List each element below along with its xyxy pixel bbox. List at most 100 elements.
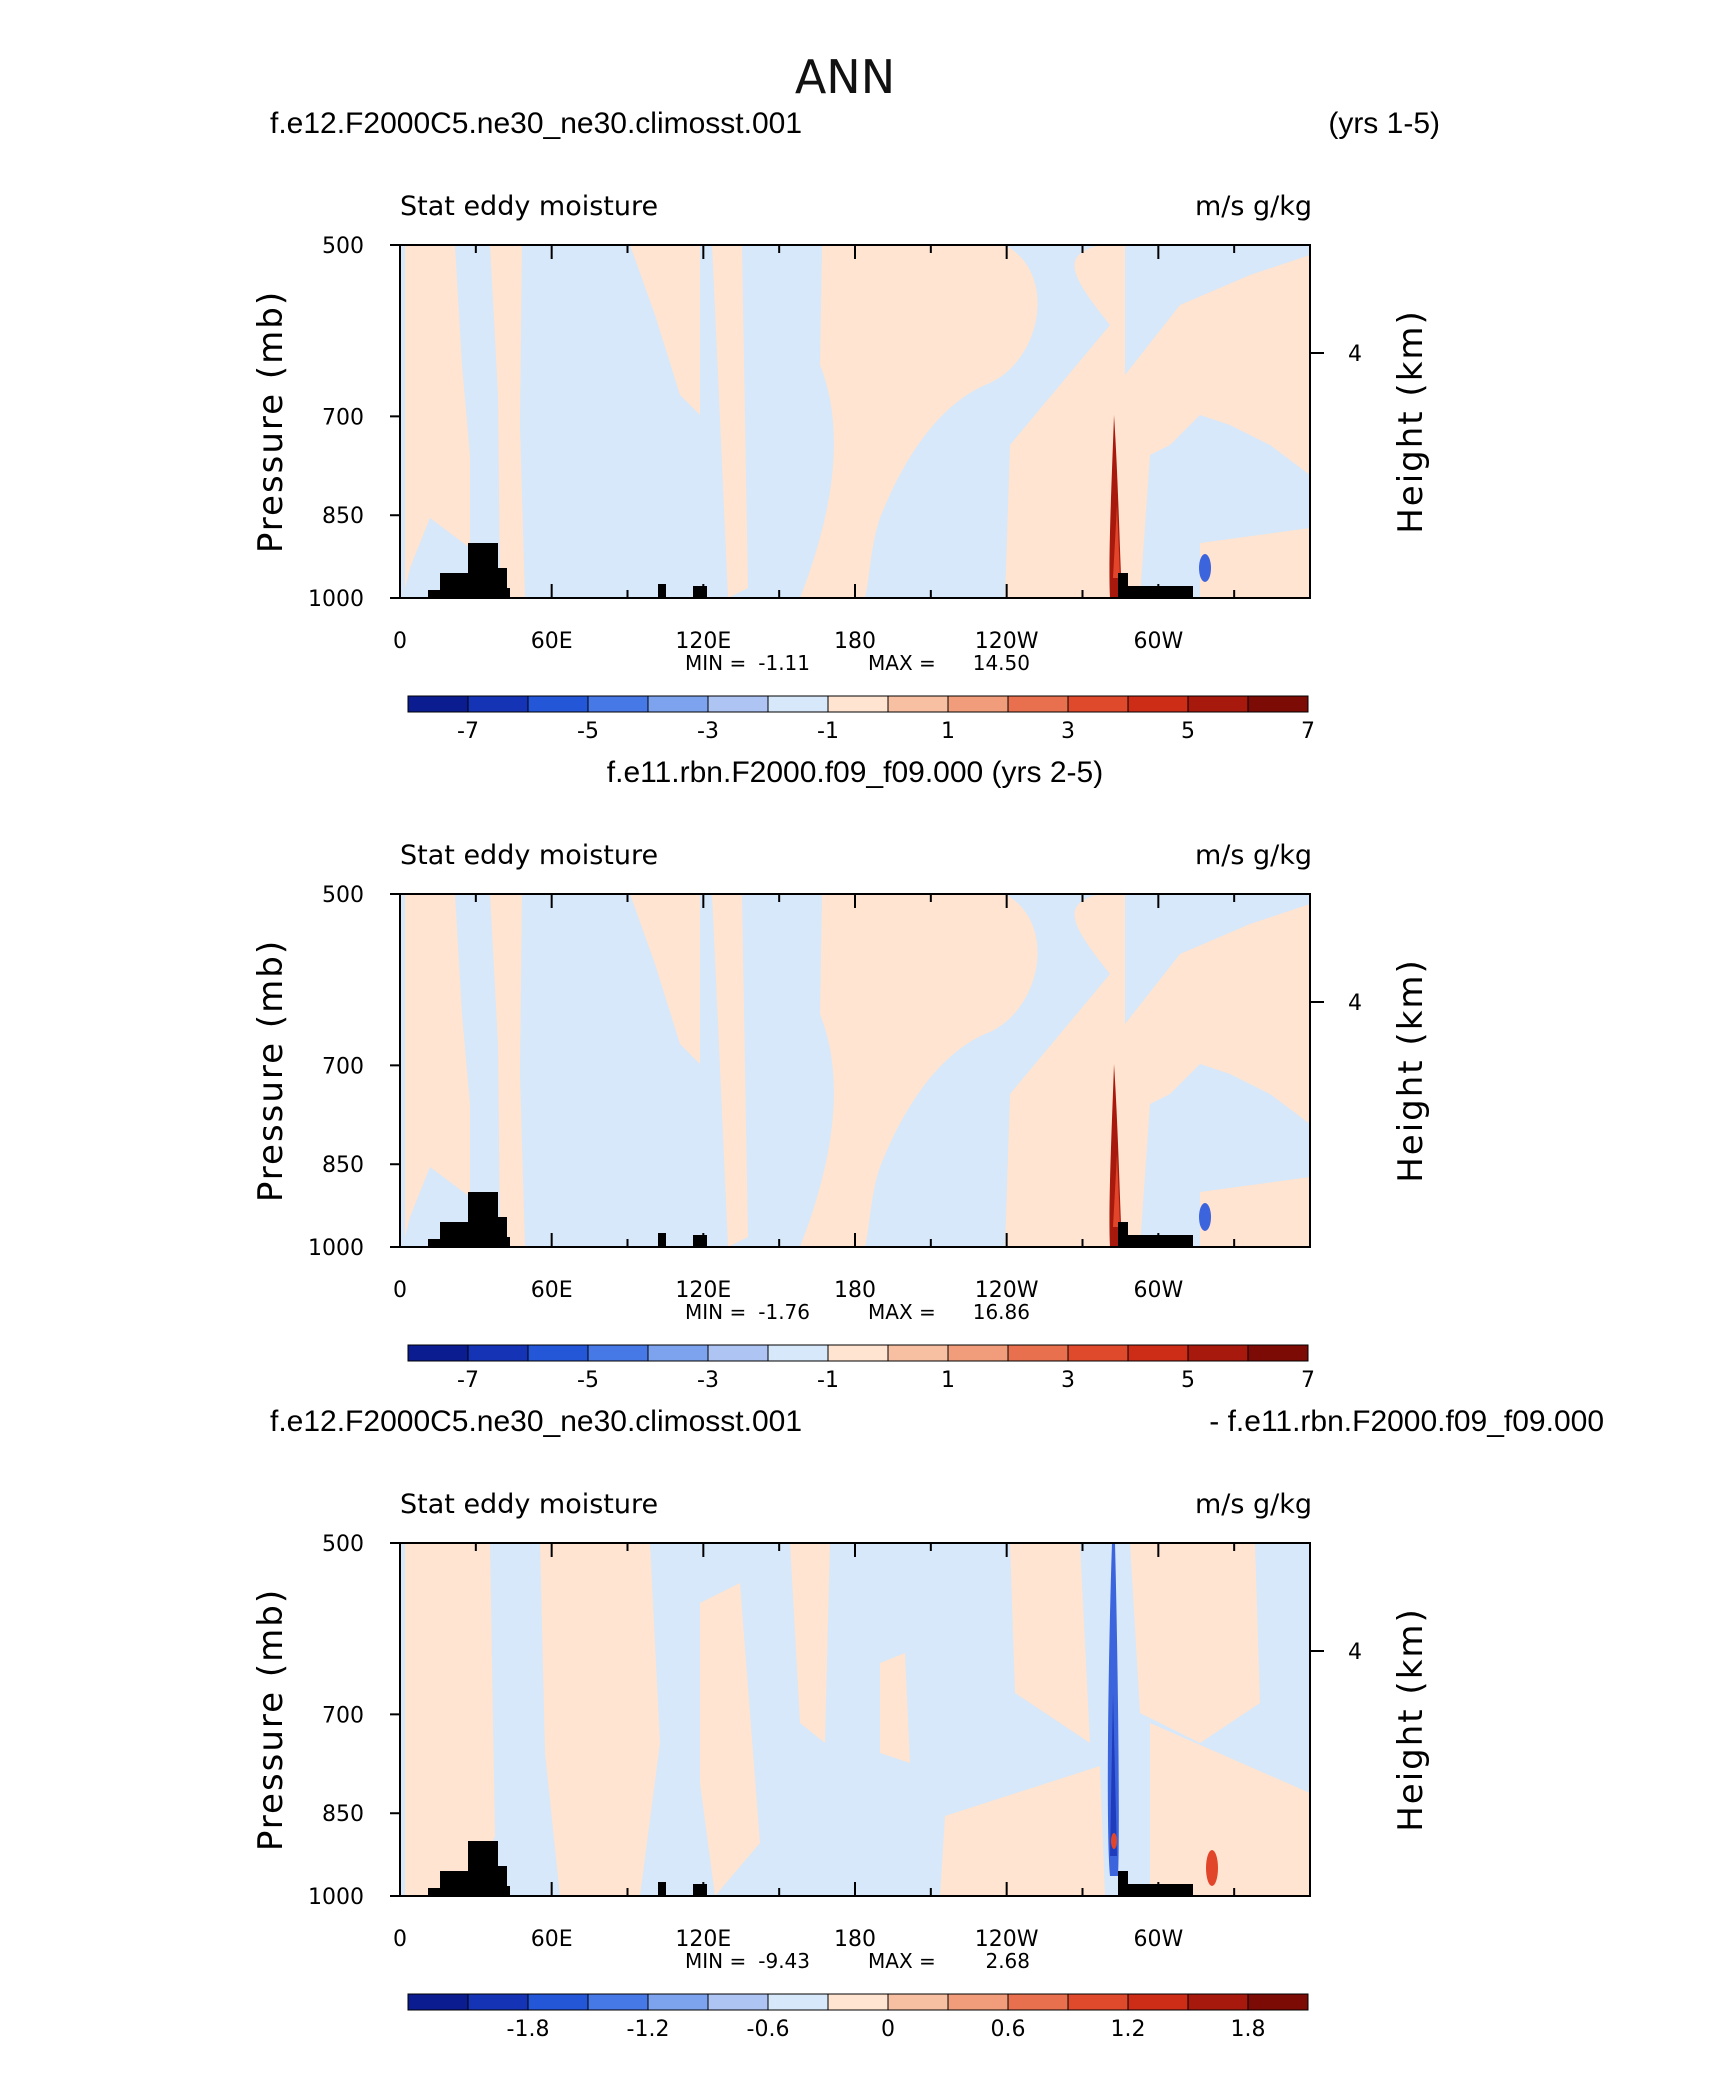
- colorbar-swatch: [407, 1344, 469, 1362]
- colorbar-swatch: [1067, 695, 1129, 713]
- field-region: [880, 1653, 910, 1763]
- field-region: [1200, 1177, 1310, 1247]
- colorbar-swatch: [1247, 695, 1309, 713]
- panel-title-left: f.e12.F2000C5.ne30_ne30.climosst.001: [270, 1405, 802, 1438]
- x-tick-label: 120E: [675, 1278, 731, 1303]
- y-right-tick-label: 4: [1348, 991, 1362, 1016]
- colorbar-swatch: [707, 1993, 769, 2011]
- x-tick-label: 0: [393, 629, 407, 654]
- x-tick-label: 60E: [531, 1278, 573, 1303]
- colorbar-label: -5: [577, 1368, 599, 1393]
- x-tick-label: 180: [834, 1927, 876, 1952]
- field-region: [790, 1543, 830, 1743]
- max-label: MAX =: [868, 1949, 936, 1973]
- y-tick-label: 500: [322, 883, 364, 908]
- y-tick-label: 850: [322, 504, 364, 529]
- x-tick-label: 0: [393, 1278, 407, 1303]
- y-tick-label: 700: [322, 1054, 364, 1079]
- field-region: [490, 894, 525, 1247]
- x-tick-label: 60E: [531, 629, 573, 654]
- colorbar-label: 3: [1061, 1368, 1075, 1393]
- missing-data-mask: [428, 1239, 440, 1247]
- field-region: [490, 245, 525, 598]
- y-tick-label: 850: [322, 1802, 364, 1827]
- colorbar-swatch: [407, 1993, 469, 2011]
- y-right-axis-label: Height (km): [1391, 309, 1431, 534]
- missing-data-mask: [476, 543, 496, 555]
- x-tick-label: 120E: [675, 1927, 731, 1952]
- colorbar-swatch: [827, 1344, 889, 1362]
- missing-data-mask: [440, 573, 500, 598]
- min-value: -9.43: [758, 1949, 810, 1973]
- field-region: [940, 1766, 1105, 1896]
- field-region: [630, 245, 700, 415]
- colorbar-label: -0.6: [747, 2017, 790, 2042]
- field-region: [1125, 904, 1310, 1247]
- field-region: [540, 1543, 660, 1896]
- colorbar-label: 1.8: [1231, 2017, 1266, 2042]
- y-right-axis-label: Height (km): [1391, 1607, 1431, 1832]
- colorbar-label: -1: [817, 719, 839, 744]
- colorbar-swatch: [587, 1993, 649, 2011]
- colorbar-swatch: [407, 695, 469, 713]
- field-region: [1150, 1723, 1310, 1896]
- missing-data-mask: [1118, 1871, 1128, 1896]
- x-tick-label: 60W: [1133, 1927, 1183, 1952]
- missing-data-mask: [1118, 1884, 1193, 1896]
- missing-data-mask: [693, 1884, 707, 1896]
- colorbar-swatch: [1007, 1993, 1069, 2011]
- missing-data-mask: [428, 1888, 440, 1896]
- missing-data-mask: [440, 1871, 500, 1896]
- panel-2: f.e11.rbn.F2000.f09_f09.000 (yrs 2-5) Sta…: [251, 756, 1431, 1393]
- missing-data-mask: [658, 1882, 666, 1896]
- colorbar-swatch: [827, 1993, 889, 2011]
- max-label: MAX =: [868, 1300, 936, 1324]
- y-tick-label: 1000: [308, 1236, 364, 1261]
- colorbar-swatch: [587, 695, 649, 713]
- panel-variable-label: Stat eddy moisture: [400, 840, 658, 871]
- colorbar-swatch: [887, 695, 949, 713]
- field-region: [800, 894, 1110, 1247]
- colorbar-label: -5: [577, 719, 599, 744]
- panel-variable-label: Stat eddy moisture: [400, 1489, 658, 1520]
- y-axis-label: Pressure (mb): [251, 290, 291, 553]
- x-tick-label: 120W: [975, 629, 1039, 654]
- colorbar-swatch: [1127, 1344, 1189, 1362]
- colorbar-label: -1.8: [507, 2017, 550, 2042]
- x-tick-label: 120W: [975, 1927, 1039, 1952]
- y-axis-label: Pressure (mb): [251, 939, 291, 1202]
- missing-data-mask: [693, 586, 707, 598]
- x-tick-label: 60W: [1133, 1278, 1183, 1303]
- field-region: [405, 894, 470, 1237]
- x-tick-label: 120E: [675, 629, 731, 654]
- colorbar-swatch: [1067, 1344, 1129, 1362]
- min-value: -1.76: [758, 1300, 810, 1324]
- colorbar-label: -7: [457, 719, 479, 744]
- colorbar-swatch: [1127, 695, 1189, 713]
- field-extreme-positive: [1113, 1154, 1120, 1227]
- y-tick-label: 1000: [308, 1885, 364, 1910]
- colorbar-swatch: [1187, 1344, 1249, 1362]
- panel-title-right: (yrs 1-5): [1328, 107, 1440, 140]
- y-tick-label: 1000: [308, 587, 364, 612]
- panel-title-right: - f.e11.rbn.F2000.f09_f09.000: [1209, 1405, 1604, 1438]
- x-tick-label: 120W: [975, 1278, 1039, 1303]
- colorbar-label: 3: [1061, 719, 1075, 744]
- colorbar-swatch: [1247, 1344, 1309, 1362]
- colorbar-label: 1.2: [1111, 2017, 1146, 2042]
- panel-1: f.e12.F2000C5.ne30_ne30.climosst.001 (yrs…: [251, 107, 1440, 744]
- missing-data-mask: [476, 1192, 496, 1204]
- colorbar-swatch: [587, 1344, 649, 1362]
- missing-data-mask: [1118, 1222, 1128, 1247]
- colorbar-label: -1.2: [627, 2017, 670, 2042]
- panel-variable-label: Stat eddy moisture: [400, 191, 658, 222]
- colorbar-swatch: [527, 1993, 589, 2011]
- missing-data-mask: [495, 1866, 507, 1896]
- min-label: MIN =: [685, 1949, 746, 1973]
- y-axis-label: Pressure (mb): [251, 1588, 291, 1851]
- max-value: 14.50: [973, 651, 1030, 675]
- colorbar-swatch: [1247, 1993, 1309, 2011]
- field-extreme-positive: [1113, 505, 1120, 578]
- field-region: [630, 894, 700, 1064]
